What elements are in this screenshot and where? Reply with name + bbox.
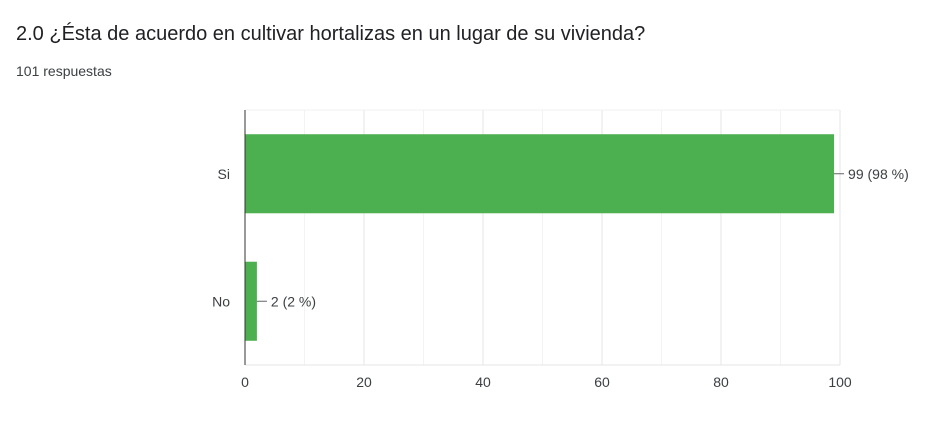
bar-si bbox=[245, 134, 835, 214]
chart-axes: 0 20 40 60 80 100 bbox=[241, 110, 852, 390]
data-label: 99 (98 %) bbox=[848, 166, 909, 182]
x-tick-label: 80 bbox=[713, 374, 729, 390]
bar-no bbox=[245, 261, 257, 341]
chart-bars bbox=[245, 134, 835, 341]
x-tick-label: 40 bbox=[475, 374, 491, 390]
question-title: 2.0 ¿Ésta de acuerdo en cultivar hortali… bbox=[16, 23, 646, 45]
x-tick-label: 60 bbox=[594, 374, 610, 390]
x-tick-label: 20 bbox=[356, 374, 372, 390]
category-label: No bbox=[212, 293, 230, 309]
category-label: Si bbox=[218, 166, 230, 182]
chart-labels: Si 99 (98 %) No 2 (2 %) bbox=[212, 166, 909, 310]
data-label: 2 (2 %) bbox=[271, 293, 316, 309]
response-count: 101 respuestas bbox=[16, 63, 112, 79]
x-tick-label: 100 bbox=[828, 374, 852, 390]
x-tick-label: 0 bbox=[241, 374, 249, 390]
